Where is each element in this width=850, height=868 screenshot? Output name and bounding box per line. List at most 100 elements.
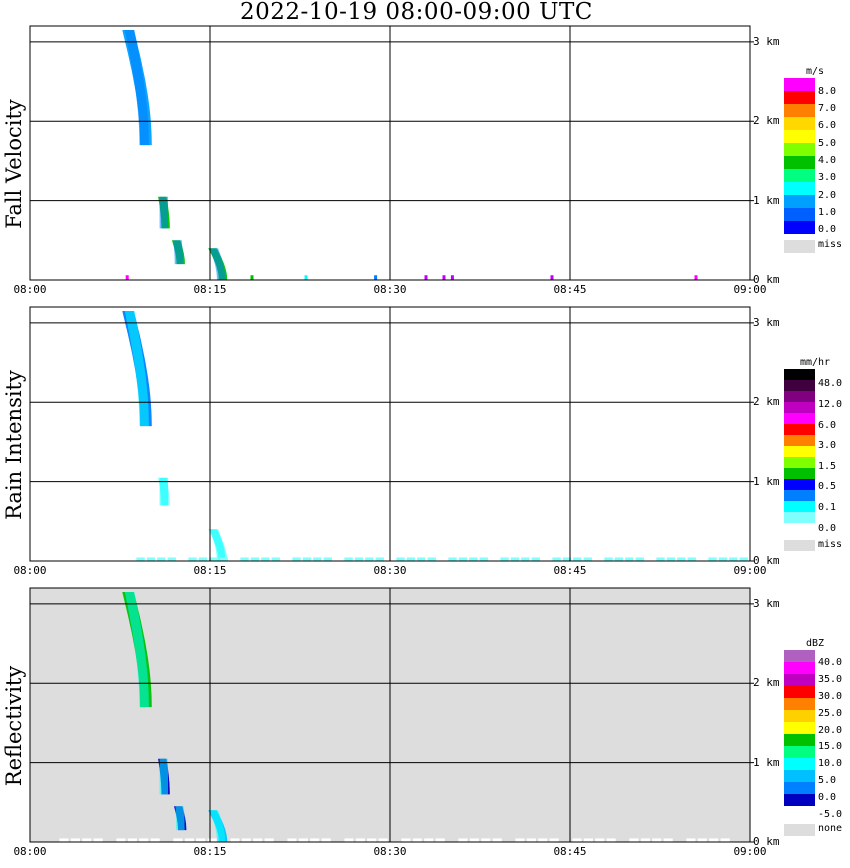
legend-swatch [784, 435, 815, 446]
main-title: 2022-10-19 08:00-09:00 UTC [240, 0, 593, 25]
echo-column-core-2 [175, 806, 185, 831]
legend-swatch [784, 402, 815, 413]
near-ground-echo [240, 557, 249, 561]
echo-column-core-1 [159, 196, 168, 229]
echo-column-core-3 [209, 810, 226, 842]
legend-swatch [784, 195, 815, 208]
legend-label: 0.1 [818, 502, 837, 514]
x-tick-label: 08:15 [193, 845, 227, 858]
near-ground-echo [720, 838, 730, 842]
rain-intensity-svg [29, 306, 754, 562]
legend-swatch [784, 698, 815, 710]
legend-swatch [784, 91, 815, 104]
legend-swatch [784, 446, 815, 457]
near-ground-echo [481, 838, 491, 842]
near-ground-echo [167, 557, 176, 561]
legend-swatch [784, 794, 815, 806]
near-ground-echo [450, 275, 454, 280]
y-tick-label: 2 km [753, 395, 780, 409]
near-ground-echo [663, 838, 673, 842]
legend-label: 25.0 [818, 707, 843, 719]
near-ground-echo [173, 838, 183, 842]
near-ground-echo [116, 838, 126, 842]
echo-column-core-0 [124, 311, 149, 427]
near-ground-echo [93, 838, 103, 842]
legend-swatch [784, 369, 815, 380]
legend-label: 35.0 [818, 674, 843, 686]
near-ground-echo [271, 557, 280, 561]
legend-label: 6.0 [818, 120, 837, 132]
near-ground-echo [652, 838, 662, 842]
near-ground-echo [374, 275, 378, 280]
near-ground-echo [127, 838, 137, 842]
legend-swatch [784, 143, 815, 156]
legend-unit: mm/hr [799, 357, 831, 368]
near-ground-echo [697, 838, 707, 842]
near-ground-echo [59, 838, 69, 842]
legend-label: 20.0 [818, 724, 843, 736]
legend-label: 0.5 [818, 481, 837, 493]
legend-swatch [784, 710, 815, 722]
near-ground-echo [313, 557, 322, 561]
near-ground-echo [406, 557, 416, 561]
near-ground-echo [375, 557, 384, 561]
near-ground-echo [448, 557, 457, 561]
near-ground-echo [146, 557, 156, 561]
near-ground-echo [458, 838, 468, 842]
near-ground-echo [515, 838, 525, 842]
near-ground-echo [435, 838, 445, 842]
legend-label: 3.0 [818, 172, 837, 184]
legend-unit: dBZ [805, 638, 825, 649]
near-ground-echo [573, 557, 582, 561]
legend-swatch [784, 130, 815, 143]
x-tick-label: 08:00 [13, 283, 47, 296]
near-ground-echo [595, 838, 605, 842]
echo-column-core-2 [209, 529, 226, 561]
near-ground-echo [552, 557, 561, 561]
legend-label: 0.0 [818, 522, 837, 534]
near-ground-echo [606, 838, 616, 842]
legend-swatch [784, 662, 815, 674]
near-ground-echo [614, 557, 624, 561]
legend-label: 12.0 [818, 398, 843, 410]
legend-label: 7.0 [818, 103, 837, 114]
x-tick-label: 08:45 [553, 845, 587, 858]
near-ground-echo [253, 838, 263, 842]
near-ground-echo [207, 838, 217, 842]
legend-swatch [784, 221, 815, 234]
near-ground-echo [666, 557, 676, 561]
legend-swatch [784, 468, 815, 479]
near-ground-echo [70, 838, 80, 842]
echo-column-core-0 [124, 30, 149, 146]
near-ground-echo [549, 838, 559, 842]
near-ground-echo [427, 557, 436, 561]
legend-swatch [784, 540, 815, 551]
near-ground-echo [209, 557, 218, 561]
x-tick-label: 09:00 [733, 283, 767, 296]
near-ground-echo [157, 557, 166, 561]
near-ground-echo [469, 838, 479, 842]
near-ground-echo [492, 838, 502, 842]
near-ground-echo [729, 557, 738, 561]
near-ground-echo [686, 838, 696, 842]
near-ground-echo [401, 838, 411, 842]
near-ground-echo [412, 838, 422, 842]
near-ground-echo [292, 557, 301, 561]
near-ground-echo [188, 557, 197, 561]
legend-swatch [784, 413, 815, 424]
near-ground-echo [677, 557, 686, 561]
near-ground-echo [640, 838, 650, 842]
legend-label: miss [818, 539, 843, 550]
near-ground-echo [562, 557, 572, 561]
legend-unit: m/s [805, 66, 825, 77]
legend-label: 1.0 [818, 207, 837, 218]
reflectivity-panel: Reflectivity 08:00 08:15 08:30 08:45 09:00 0 … [0, 586, 850, 868]
near-ground-echo [82, 838, 92, 842]
near-ground-echo [694, 275, 698, 280]
y-tick-label: 3 km [753, 315, 780, 329]
legend-swatch [784, 182, 815, 195]
legend-swatch [784, 734, 815, 746]
y-tick-label: 0 km [753, 273, 780, 286]
near-ground-echo [583, 557, 592, 561]
y-tick-label: 1 km [753, 474, 780, 488]
